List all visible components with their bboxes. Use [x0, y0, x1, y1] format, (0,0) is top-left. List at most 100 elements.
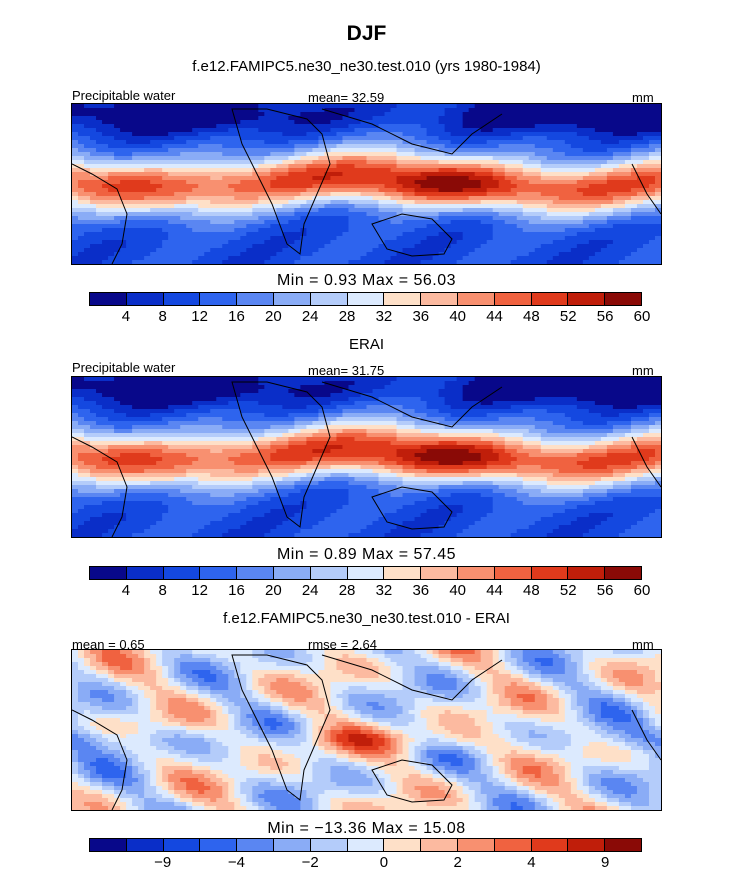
colorbar-swatch — [237, 839, 274, 851]
colorbar-swatch — [200, 839, 238, 851]
colorbar-swatch — [126, 293, 164, 305]
colorbar-tick-label: 4 — [121, 582, 131, 599]
panel-3-map — [71, 649, 662, 811]
panel-1-map-field — [72, 104, 661, 264]
panel-3-subtitle: f.e12.FAMIPC5.ne30_ne30.test.010 - ERAI — [223, 610, 510, 627]
colorbar-swatch — [347, 293, 385, 305]
colorbar-swatch — [531, 567, 569, 579]
colorbar-tick-label: 24 — [301, 582, 319, 599]
colorbar-swatch — [384, 839, 422, 851]
colorbar-tick-label: 28 — [338, 308, 356, 325]
colorbar-tick-label: 60 — [633, 582, 651, 599]
colorbar-swatch — [273, 293, 311, 305]
panel-1-units-label: mm — [632, 90, 654, 105]
colorbar-swatch — [384, 293, 422, 305]
colorbar-swatch — [605, 293, 641, 305]
panel-1-colorbar — [89, 292, 642, 306]
colorbar-swatch — [531, 293, 569, 305]
colorbar-swatch — [90, 293, 127, 305]
colorbar-tick-label: 16 — [228, 308, 245, 325]
colorbar-swatch — [568, 293, 606, 305]
panel-2-colorbar-ticks: 4 8 12 16 20 24 28 32 36 40 44 48 52 56 60 — [89, 582, 651, 600]
colorbar-tick-label: 12 — [191, 582, 208, 599]
colorbar-swatch — [605, 839, 641, 851]
colorbar-swatch — [163, 839, 201, 851]
colorbar-swatch — [347, 567, 385, 579]
colorbar-swatch — [568, 839, 606, 851]
colorbar-tick-label: 60 — [633, 308, 651, 325]
panel-2-mean-label: mean= 31.75 — [308, 363, 385, 378]
colorbar-tick-label: 52 — [559, 582, 577, 599]
colorbar-tick-label: 40 — [449, 308, 466, 325]
colorbar-swatch — [568, 567, 606, 579]
colorbar-tick-label: 40 — [449, 582, 466, 599]
panel-2-variable-label: Precipitable water — [72, 360, 176, 375]
colorbar-tick-label: 20 — [264, 582, 282, 599]
panel-3-units-label: mm — [632, 637, 654, 652]
colorbar-tick-label: −9 — [154, 854, 172, 871]
colorbar-swatch — [273, 839, 311, 851]
panel-2-map-field — [72, 377, 661, 537]
colorbar-swatch — [273, 567, 311, 579]
colorbar-tick-label: 44 — [486, 308, 503, 325]
colorbar-tick-label: 36 — [412, 582, 430, 599]
panel-1-variable-label: Precipitable water — [72, 88, 176, 103]
colorbar-swatch — [494, 839, 532, 851]
colorbar-swatch — [90, 567, 127, 579]
panel-2-colorbar — [89, 566, 642, 580]
colorbar-swatch — [310, 293, 348, 305]
colorbar-tick-label: 4 — [527, 854, 536, 871]
colorbar-tick-label: 4 — [121, 308, 131, 325]
colorbar-swatch — [200, 567, 238, 579]
colorbar-swatch — [163, 567, 201, 579]
colorbar-swatch — [605, 567, 641, 579]
colorbar-tick-label: 44 — [486, 582, 503, 599]
colorbar-swatch — [457, 293, 495, 305]
colorbar-swatch — [310, 839, 348, 851]
panel-3-colorbar — [89, 838, 642, 852]
colorbar-tick-label: 28 — [338, 582, 356, 599]
colorbar-swatch — [237, 293, 274, 305]
colorbar-swatch — [237, 567, 274, 579]
colorbar-tick-label: 20 — [264, 308, 282, 325]
colorbar-swatch — [421, 567, 458, 579]
colorbar-tick-label: 56 — [596, 308, 614, 325]
panel-3-mean-label: mean = 0.65 — [72, 637, 145, 652]
colorbar-tick-label: 48 — [523, 308, 540, 325]
colorbar-swatch — [310, 567, 348, 579]
colorbar-swatch — [90, 839, 127, 851]
colorbar-tick-label: 36 — [412, 308, 430, 325]
colorbar-tick-label: −2 — [301, 854, 319, 871]
colorbar-tick-label: 16 — [228, 582, 245, 599]
colorbar-swatch — [126, 567, 164, 579]
colorbar-tick-label: 56 — [596, 582, 614, 599]
figure-title: DJF — [346, 22, 387, 45]
panel-3-rmse-label: rmse = 2.64 — [308, 637, 378, 652]
panel-1-subtitle: f.e12.FAMIPC5.ne30_ne30.test.010 (yrs 19… — [192, 58, 541, 75]
colorbar-swatch — [457, 567, 495, 579]
panel-2-units-label: mm — [632, 363, 654, 378]
colorbar-swatch — [200, 293, 238, 305]
colorbar-swatch — [457, 839, 495, 851]
colorbar-tick-label: 52 — [559, 308, 577, 325]
colorbar-tick-label: 8 — [158, 308, 167, 325]
colorbar-tick-label: −4 — [227, 854, 246, 871]
colorbar-tick-label: 2 — [453, 854, 462, 871]
panel-1-map — [71, 103, 662, 265]
colorbar-tick-label: 0 — [379, 854, 389, 871]
panel-2-map — [71, 376, 662, 538]
colorbar-swatch — [494, 293, 532, 305]
colorbar-tick-label: 24 — [301, 308, 319, 325]
colorbar-swatch — [421, 293, 458, 305]
panel-1-mean-label: mean= 32.59 — [308, 90, 385, 105]
panel-1-colorbar-ticks: 4 8 12 16 20 24 28 32 36 40 44 48 52 56 60 — [89, 308, 651, 326]
colorbar-tick-label: 32 — [375, 308, 393, 325]
panel-1-min-max: Min = 0.93 Max = 56.03 — [276, 272, 457, 289]
colorbar-tick-label: 32 — [375, 582, 393, 599]
colorbar-swatch — [494, 567, 532, 579]
panel-2-min-max: Min = 0.89 Max = 57.45 — [276, 546, 457, 563]
colorbar-tick-label: 12 — [191, 308, 208, 325]
panel-3-map-field — [72, 650, 661, 810]
colorbar-swatch — [531, 839, 569, 851]
panel-3-min-max: Min = −13.36 Max = 15.08 — [267, 820, 466, 837]
